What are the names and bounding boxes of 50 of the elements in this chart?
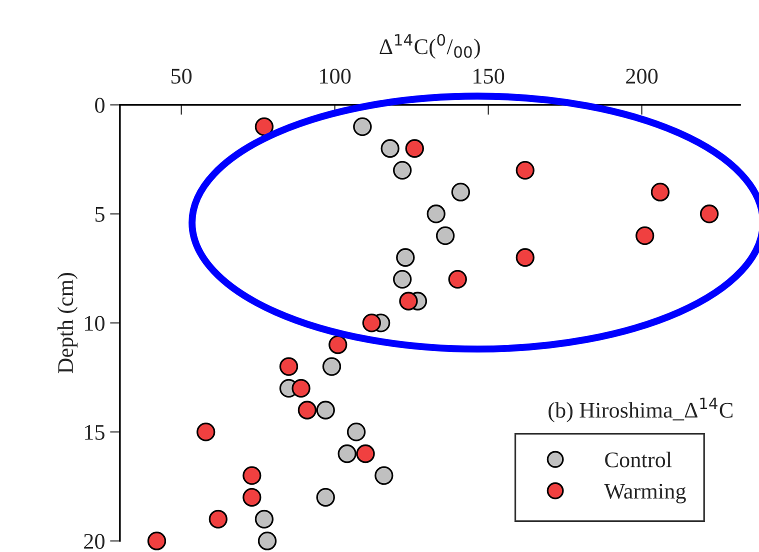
x-tick-label: 150 — [474, 68, 504, 84]
point — [650, 182, 670, 202]
point — [147, 532, 166, 550]
point — [322, 357, 342, 376]
point — [298, 400, 317, 420]
legend-label: Control — [605, 452, 672, 468]
point — [380, 139, 400, 158]
point — [436, 226, 455, 246]
point — [636, 226, 654, 246]
point — [242, 488, 262, 507]
point — [399, 292, 418, 310]
point — [451, 182, 470, 202]
point — [393, 160, 412, 180]
point — [396, 248, 415, 267]
point — [254, 510, 274, 528]
annotation: (b) Hiroshima_Δ$^{14}$C — [548, 398, 732, 422]
point — [700, 204, 719, 224]
y-tick-label: 5 — [96, 207, 104, 222]
point — [374, 466, 394, 485]
point — [346, 422, 366, 442]
point — [279, 357, 298, 376]
point — [405, 139, 424, 158]
y-tick-label: 15 — [85, 424, 104, 440]
point — [292, 378, 310, 398]
point — [356, 444, 375, 464]
point — [328, 335, 348, 354]
y-tick-label: 0 — [95, 98, 104, 113]
point — [516, 248, 534, 267]
point — [208, 510, 228, 528]
point — [338, 444, 356, 464]
x-tick-label: 100 — [320, 68, 351, 84]
x-tick-label: 200 — [626, 68, 658, 84]
point — [393, 270, 412, 289]
y-tick-label: 10 — [85, 316, 104, 331]
point — [426, 204, 446, 224]
point — [362, 314, 381, 332]
point — [448, 270, 467, 289]
point — [353, 117, 372, 136]
point — [196, 422, 216, 442]
point — [316, 488, 335, 507]
point — [316, 400, 335, 420]
y-axis-title: Depth (cm) — [57, 272, 78, 374]
y-tick-label: 20 — [84, 534, 104, 549]
x-tick-label: 50 — [172, 68, 192, 84]
x-axis-title: Δ$^{14}$C($^{0}$/$_{00}$) — [380, 34, 480, 59]
legend-label: Warming — [604, 484, 686, 504]
point — [242, 466, 262, 485]
point — [516, 160, 534, 180]
point — [258, 532, 277, 550]
point — [254, 117, 274, 136]
